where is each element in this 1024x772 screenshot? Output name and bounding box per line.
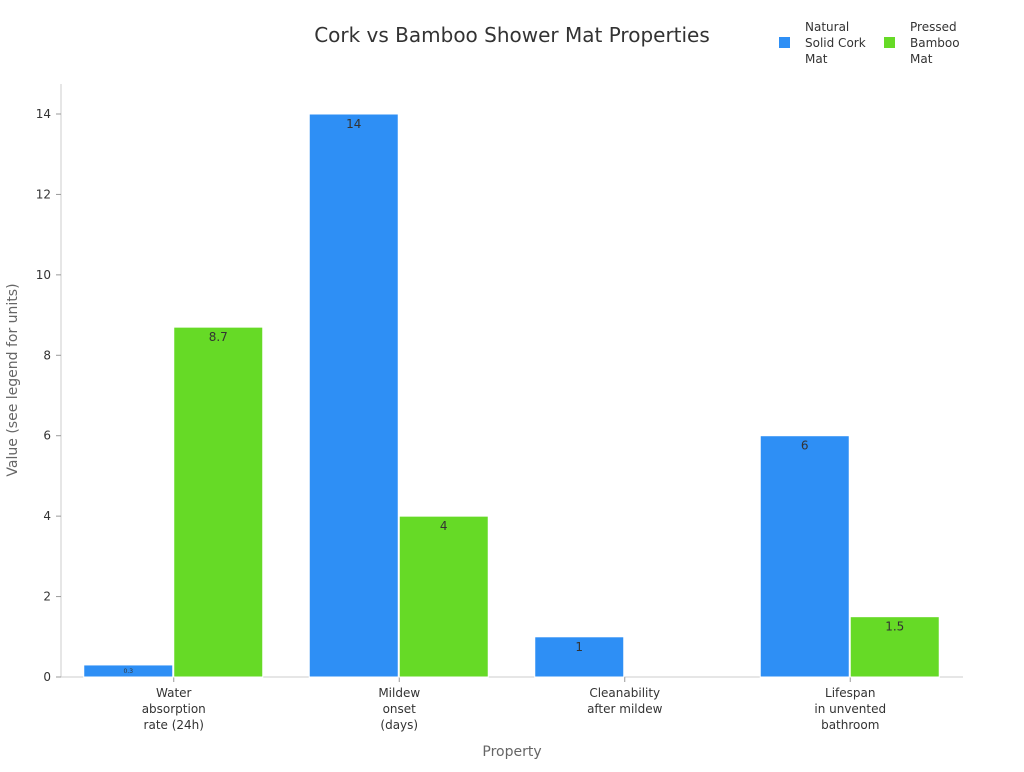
- y-axis-label: Value (see legend for units): [5, 283, 21, 476]
- bar: [308, 113, 399, 678]
- legend-label: Mat: [910, 52, 933, 66]
- legend-swatch: [884, 37, 895, 48]
- bar: [759, 435, 850, 678]
- legend-label: Solid Cork: [805, 36, 866, 50]
- x-tick-label: after mildew: [587, 702, 663, 716]
- x-tick-label: (days): [380, 718, 418, 732]
- y-tick-label: 6: [43, 429, 51, 443]
- data-label: 4: [440, 519, 448, 533]
- x-tick-label: Lifespan: [825, 686, 875, 700]
- data-label: 1: [575, 640, 583, 654]
- bar: [398, 515, 489, 678]
- y-tick-label: 0: [43, 670, 51, 684]
- y-tick-label: 10: [36, 268, 51, 282]
- legend-label: Bamboo: [910, 36, 960, 50]
- data-label: 1.5: [885, 620, 904, 634]
- y-tick-label: 2: [43, 590, 51, 604]
- y-tick-label: 12: [36, 187, 51, 201]
- legend-label: Mat: [805, 52, 828, 66]
- data-label: 6: [801, 439, 809, 453]
- x-tick-label: absorption: [142, 702, 206, 716]
- legend-label: Natural: [805, 20, 849, 34]
- bar: [83, 664, 174, 678]
- x-tick-label: Cleanability: [589, 686, 660, 700]
- x-tick-label: in unvented: [814, 702, 886, 716]
- y-tick-label: 4: [43, 509, 51, 523]
- y-tick-label: 8: [43, 348, 51, 362]
- chart-title: Cork vs Bamboo Shower Mat Properties: [314, 23, 710, 47]
- bar: [173, 326, 264, 678]
- x-axis-label: Property: [482, 744, 541, 760]
- legend-swatch: [779, 37, 790, 48]
- x-tick-label: onset: [383, 702, 417, 716]
- x-tick-label: Mildew: [378, 686, 420, 700]
- x-tick-label: rate (24h): [144, 718, 204, 732]
- data-label: 14: [346, 117, 361, 131]
- data-label: 8.7: [209, 330, 228, 344]
- bar: [534, 636, 625, 678]
- x-tick-label: bathroom: [821, 718, 879, 732]
- x-tick-label: Water: [156, 686, 192, 700]
- bar: [849, 616, 940, 678]
- legend-label: Pressed: [910, 20, 957, 34]
- y-tick-label: 14: [36, 107, 51, 121]
- data-label: 0.3: [123, 668, 133, 675]
